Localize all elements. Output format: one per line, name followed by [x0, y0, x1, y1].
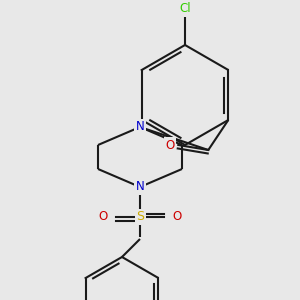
Text: N: N	[136, 181, 144, 194]
Text: O: O	[166, 139, 175, 152]
Text: O: O	[172, 211, 182, 224]
Text: Cl: Cl	[179, 2, 191, 16]
Text: S: S	[136, 211, 144, 224]
Text: O: O	[98, 211, 108, 224]
Text: N: N	[136, 121, 144, 134]
